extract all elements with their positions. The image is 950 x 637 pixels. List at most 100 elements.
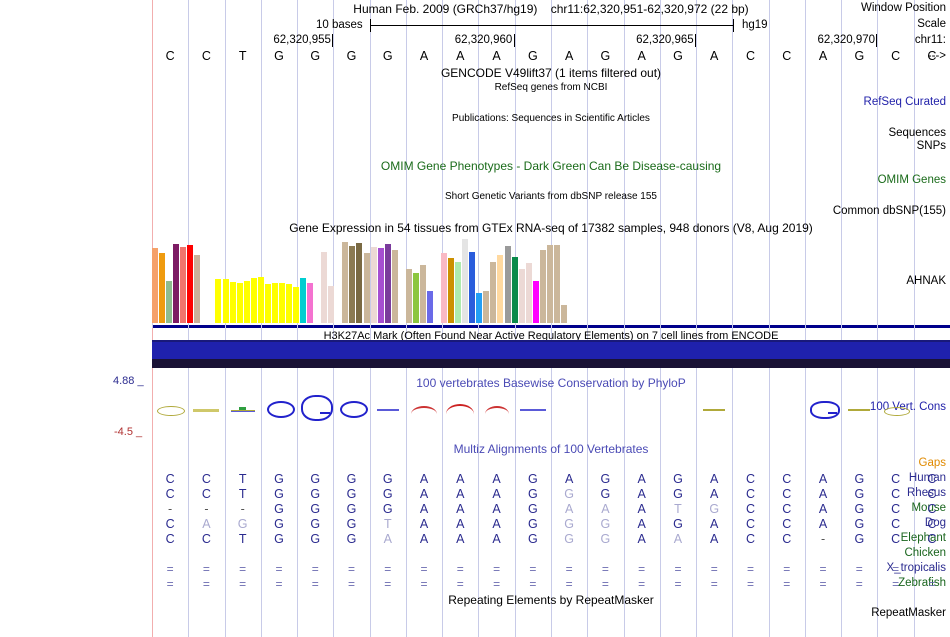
gtex-tissue-bar[interactable] bbox=[412, 272, 419, 323]
gtex-tissue-bar[interactable] bbox=[518, 268, 525, 323]
gtex-tissue-bar[interactable] bbox=[187, 244, 194, 323]
gtex-tissue-bar[interactable] bbox=[356, 243, 363, 323]
multiz-base: = bbox=[601, 577, 609, 591]
gtex-tissue-bar[interactable] bbox=[264, 283, 271, 323]
multiz-base: G bbox=[274, 532, 284, 546]
multiz-species-label[interactable]: X_tropicalis bbox=[886, 562, 946, 574]
gtex-tissue-bar[interactable] bbox=[257, 277, 264, 323]
gtex-tissue-bar[interactable] bbox=[180, 247, 187, 323]
gtex-tissue-bar[interactable] bbox=[307, 283, 314, 323]
multiz-base: - bbox=[204, 502, 209, 516]
gtex-tissue-bar[interactable] bbox=[152, 248, 158, 323]
gtex-tissue-bar[interactable] bbox=[194, 255, 201, 323]
sequence-base: A bbox=[419, 49, 429, 63]
gtex-grid-tick bbox=[769, 323, 770, 328]
multiz-species-label[interactable]: Human bbox=[908, 472, 946, 484]
gtex-tissue-bar[interactable] bbox=[370, 247, 377, 323]
gtex-tissue-bar[interactable] bbox=[462, 238, 469, 323]
multiz-base: A bbox=[637, 502, 646, 516]
gtex-tissue-bar[interactable] bbox=[448, 258, 455, 323]
common-dbsnp-label: Common dbSNP(155) bbox=[832, 205, 946, 217]
gtex-tissue-bar[interactable] bbox=[497, 255, 504, 323]
multiz-base: A bbox=[818, 472, 828, 486]
multiz-species-label[interactable]: Rhesus bbox=[907, 487, 946, 499]
multiz-base: G bbox=[600, 517, 611, 531]
refseq-curated-label: RefSeq Curated bbox=[863, 96, 946, 108]
multiz-base: C bbox=[782, 532, 792, 546]
phylop-conservation-plot[interactable] bbox=[152, 376, 950, 438]
multiz-species-label[interactable]: Zebrafish bbox=[898, 577, 946, 589]
multiz-base: = bbox=[674, 577, 682, 591]
gtex-tissue-bar[interactable] bbox=[490, 261, 497, 323]
gtex-tissue-bar[interactable] bbox=[419, 265, 426, 323]
gtex-tissue-bar[interactable] bbox=[300, 277, 307, 323]
multiz-base: = bbox=[420, 562, 428, 576]
multiz-base: = bbox=[928, 577, 936, 591]
omim-track-title: OMIM Gene Phenotypes - Dark Green Can Be… bbox=[380, 159, 722, 173]
gtex-tissue-bar[interactable] bbox=[321, 251, 328, 323]
gtex-tissue-bar[interactable] bbox=[328, 286, 335, 323]
gtex-tissue-bar[interactable] bbox=[250, 277, 257, 323]
sequence-base: C bbox=[782, 49, 792, 63]
gtex-tissue-bar[interactable] bbox=[166, 281, 173, 323]
multiz-base: = bbox=[819, 562, 827, 576]
gtex-tissue-bar[interactable] bbox=[229, 282, 236, 323]
multiz-base: G bbox=[527, 517, 538, 531]
window-position-label: Window Position bbox=[860, 2, 946, 14]
omim-genes-label: OMIM Genes bbox=[877, 174, 946, 186]
multiz-base: = bbox=[311, 577, 319, 591]
gtex-tissue-bar[interactable] bbox=[476, 293, 483, 323]
multiz-species-label[interactable]: Elephant bbox=[900, 532, 946, 544]
gtex-tissue-bar[interactable] bbox=[236, 283, 243, 323]
gtex-expression-chart[interactable] bbox=[152, 236, 950, 328]
gtex-tissue-bar[interactable] bbox=[363, 253, 370, 323]
gtex-tissue-bar[interactable] bbox=[342, 242, 349, 323]
gtex-grid-tick bbox=[914, 323, 915, 328]
gtex-tissue-bar[interactable] bbox=[511, 256, 518, 323]
gtex-tissue-bar[interactable] bbox=[293, 287, 299, 323]
multiz-base: C bbox=[745, 502, 755, 516]
gtex-tissue-bar[interactable] bbox=[243, 281, 250, 323]
multiz-species-label[interactable]: Dog bbox=[924, 517, 946, 529]
multiz-base: = bbox=[456, 562, 464, 576]
multiz-base: C bbox=[782, 502, 792, 516]
gtex-tissue-bar[interactable] bbox=[532, 280, 539, 323]
gtex-tissue-bar[interactable] bbox=[539, 249, 546, 323]
gtex-tissue-bar[interactable] bbox=[525, 262, 532, 323]
gtex-tissue-bar[interactable] bbox=[504, 245, 511, 323]
gtex-tissue-bar[interactable] bbox=[285, 283, 292, 323]
gtex-tissue-bar[interactable] bbox=[469, 251, 476, 323]
gtex-tissue-bar[interactable] bbox=[377, 248, 384, 323]
multiz-base: A bbox=[710, 517, 719, 531]
gtex-tissue-bar[interactable] bbox=[278, 283, 285, 323]
multiz-base: = bbox=[166, 577, 174, 591]
gtex-tissue-bar[interactable] bbox=[405, 268, 412, 323]
multiz-species-label[interactable]: Chicken bbox=[904, 547, 946, 559]
gtex-tissue-bar[interactable] bbox=[560, 305, 567, 323]
gtex-tissue-bar[interactable] bbox=[553, 244, 560, 323]
gtex-tissue-bar[interactable] bbox=[222, 278, 229, 323]
multiz-gaps-label: Gaps bbox=[918, 457, 947, 469]
multiz-base: C bbox=[927, 487, 937, 501]
conservation-glyph bbox=[193, 409, 220, 412]
gtex-tissue-bar[interactable] bbox=[441, 253, 448, 323]
conservation-glyph bbox=[703, 409, 726, 411]
gtex-tissue-bar[interactable] bbox=[546, 244, 553, 323]
gtex-tissue-bar[interactable] bbox=[159, 253, 166, 323]
gtex-tissue-bar[interactable] bbox=[215, 278, 222, 323]
h3k27ac-signal[interactable] bbox=[152, 340, 950, 368]
gtex-tissue-bar[interactable] bbox=[455, 261, 462, 323]
gtex-tissue-bar[interactable] bbox=[384, 243, 391, 323]
gtex-tissue-bar[interactable] bbox=[349, 245, 356, 323]
gtex-tissue-bar[interactable] bbox=[483, 290, 490, 323]
gtex-tissue-bar[interactable] bbox=[173, 243, 180, 323]
gtex-tissue-bar[interactable] bbox=[426, 290, 433, 323]
gtex-tissue-bar[interactable] bbox=[271, 283, 278, 323]
gtex-tissue-bar[interactable] bbox=[391, 249, 398, 323]
multiz-row bbox=[0, 547, 950, 562]
multiz-base: A bbox=[456, 517, 465, 531]
multiz-base: C bbox=[891, 487, 901, 501]
sequence-base: C bbox=[745, 49, 755, 63]
multiz-species-label[interactable]: Mouse bbox=[911, 502, 946, 514]
